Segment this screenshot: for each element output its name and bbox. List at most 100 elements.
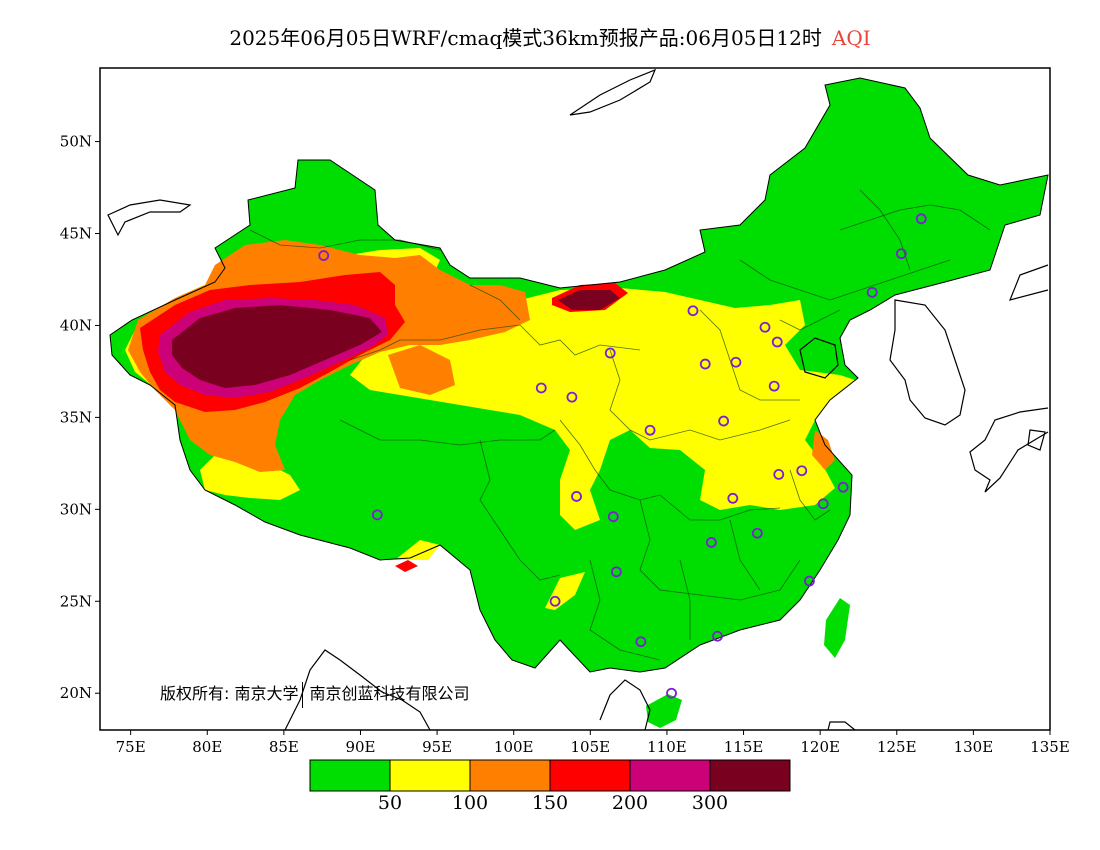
city-marker-7 (730, 356, 742, 368)
city-marker-17 (607, 511, 619, 523)
city-marker-28 (817, 498, 829, 510)
province-boundary-7 (589, 559, 661, 661)
province-boundary-5 (699, 309, 800, 401)
aqi-zone-sensitive-qinghai (388, 345, 455, 395)
legend-threshold-2: 150 (531, 792, 569, 814)
city-marker-16 (571, 491, 582, 502)
city-marker-21 (712, 630, 723, 642)
city-marker-14 (718, 415, 730, 427)
x-tick-label-9: 120E (800, 738, 840, 756)
province-boundary-4 (609, 349, 791, 441)
x-tick-label-1: 80E (192, 738, 222, 756)
city-marker-18 (610, 566, 622, 578)
japan-kyushu-outline (1027, 429, 1046, 451)
city-marker-13 (768, 380, 780, 392)
taiwan-island (824, 598, 850, 658)
province-boundaries (249, 189, 991, 661)
city-marker-15 (644, 424, 656, 436)
taiwan-east-outline (827, 721, 856, 730)
city-marker-1 (371, 509, 383, 521)
province-boundary-2 (479, 439, 561, 581)
x-axis-ticks: 75E 80E 85E 90E 95E 100E 105E 110E 115E 120E 125E 1… (116, 730, 1070, 756)
kazakh-coast-outline (107, 199, 192, 237)
x-tick-label-12: 135E (1030, 738, 1070, 756)
legend-swatch-4 (629, 759, 711, 792)
city-marker-22 (666, 687, 677, 699)
province-boundary-3 (559, 419, 781, 521)
city-marker-4 (604, 347, 616, 359)
city-marker-27 (796, 465, 808, 477)
city-marker-9 (771, 336, 783, 348)
city-markers (318, 213, 927, 699)
legend-threshold-3: 200 (611, 792, 649, 814)
copyright-notice: 版权所有: 南京大学 南京创蓝科技有限公司 (160, 680, 470, 708)
city-marker-19 (549, 595, 561, 607)
legend-swatch-2 (469, 759, 551, 792)
hainan-island (646, 694, 682, 728)
province-boundary-6 (639, 499, 801, 601)
city-marker-10 (866, 286, 878, 298)
province-boundary-12 (839, 204, 991, 231)
x-tick-label-4: 95E (422, 738, 452, 756)
city-marker-0 (318, 250, 330, 261)
copyright-owner-b: 南京创蓝科技有限公司 (309, 684, 470, 703)
aqi-legend (309, 759, 791, 792)
city-marker-12 (915, 213, 927, 225)
y-tick-label-2: 40N (60, 316, 92, 334)
aqi-zone-sensitive-coast (812, 430, 835, 470)
china-border (109, 77, 1049, 673)
x-tick-label-5: 100E (494, 738, 534, 756)
x-tick-label-7: 110E (647, 738, 687, 756)
legend-threshold-1: 100 (451, 792, 489, 814)
city-marker-6 (699, 358, 711, 370)
title-variable: AQI (831, 26, 871, 50)
province-boundary-14 (779, 309, 841, 331)
y-axis-ticks: 50N 45N 40N 35N 30N 25N 20N (60, 133, 100, 702)
y-tick-label-3: 35N (60, 408, 92, 426)
city-marker-26 (773, 468, 785, 480)
province-boundary-8 (679, 559, 691, 640)
map-title: 2025年06月05日WRF/cmaq模式36km预报产品:06月05日12时 A… (0, 22, 1100, 51)
province-boundary-11 (739, 259, 951, 301)
map-frame (99, 67, 1051, 731)
country-outlines (107, 68, 1049, 730)
x-tick-label-3: 90E (345, 738, 375, 756)
province-boundary-9 (729, 519, 761, 591)
y-tick-label-4: 30N (60, 500, 92, 518)
x-tick-label-0: 75E (116, 738, 146, 756)
legend-threshold-0: 50 (377, 792, 403, 814)
province-boundary-1 (339, 419, 556, 446)
province-boundary-10 (789, 469, 831, 521)
y-tick-label-6: 20N (60, 684, 92, 702)
aqi-zone-hazardous-north (558, 290, 620, 310)
city-marker-2 (535, 382, 547, 394)
y-tick-label-1: 45N (60, 225, 92, 243)
mongolia-lake-outline (569, 68, 657, 116)
y-tick-label-5: 25N (60, 592, 92, 610)
aqi-zone-unhealthy-tibet (395, 560, 418, 572)
bay-outline (799, 337, 839, 379)
korea-outline (889, 299, 966, 426)
x-tick-label-11: 130E (954, 738, 994, 756)
city-marker-20 (635, 636, 647, 648)
legend-swatch-0 (309, 759, 391, 792)
map-area (107, 68, 1049, 730)
japan-outline (969, 264, 1049, 493)
city-marker-25 (751, 527, 763, 539)
province-boundary-16 (469, 284, 521, 321)
aqi-zone-moderate-tibet (395, 540, 440, 560)
legend-swatch-1 (389, 759, 471, 792)
city-marker-8 (759, 321, 771, 333)
southeast-asia-outline (284, 649, 651, 730)
city-marker-30 (804, 575, 815, 587)
y-tick-label-0: 50N (60, 133, 92, 151)
x-tick-label-8: 115E (724, 738, 764, 756)
city-marker-29 (837, 481, 849, 493)
city-marker-24 (727, 492, 739, 504)
aqi-zone-hazardous (172, 305, 382, 388)
legend-threshold-4: 300 (691, 792, 729, 814)
copyright-separator (302, 681, 304, 708)
x-tick-label-10: 125E (877, 738, 917, 756)
province-boundary-0 (349, 324, 641, 361)
